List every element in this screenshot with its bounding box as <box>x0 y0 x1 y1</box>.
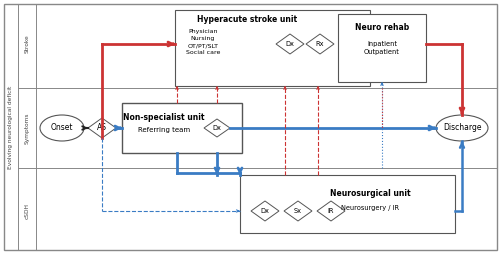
Text: Dx: Dx <box>212 125 222 131</box>
Ellipse shape <box>40 115 84 141</box>
Text: IR: IR <box>328 208 334 214</box>
Polygon shape <box>88 118 116 138</box>
Bar <box>338 14 426 82</box>
Text: Non-specialist unit: Non-specialist unit <box>123 113 205 121</box>
Text: Referring team: Referring team <box>138 127 190 133</box>
Text: Dx: Dx <box>260 208 270 214</box>
Bar <box>175 10 370 86</box>
Bar <box>122 103 242 153</box>
Text: Hyperacute stroke unit: Hyperacute stroke unit <box>197 15 297 24</box>
Text: Symptoms: Symptoms <box>24 112 29 144</box>
Text: Neurosurgery / IR: Neurosurgery / IR <box>341 205 399 211</box>
Polygon shape <box>204 119 230 137</box>
Polygon shape <box>276 34 304 54</box>
Text: cSDH: cSDH <box>24 203 29 219</box>
Text: Stroke: Stroke <box>24 35 29 53</box>
Text: Discharge: Discharge <box>443 123 481 133</box>
Text: Evolving neurological deficit: Evolving neurological deficit <box>8 85 14 169</box>
Text: Rx: Rx <box>316 41 324 47</box>
Polygon shape <box>306 34 334 54</box>
Text: Neurosurgical unit: Neurosurgical unit <box>330 188 410 198</box>
Text: Neuro rehab: Neuro rehab <box>355 24 409 33</box>
Text: Physician
Nursing
OT/PT/SLT
Social care: Physician Nursing OT/PT/SLT Social care <box>186 29 220 55</box>
Text: Dx: Dx <box>286 41 294 47</box>
Text: AS: AS <box>97 123 107 133</box>
Text: Onset: Onset <box>51 123 73 133</box>
Ellipse shape <box>436 115 488 141</box>
Polygon shape <box>251 201 279 221</box>
Text: Sx: Sx <box>294 208 302 214</box>
Text: Inpatient
Outpatient: Inpatient Outpatient <box>364 41 400 55</box>
Bar <box>240 175 455 233</box>
Polygon shape <box>317 201 345 221</box>
Polygon shape <box>284 201 312 221</box>
